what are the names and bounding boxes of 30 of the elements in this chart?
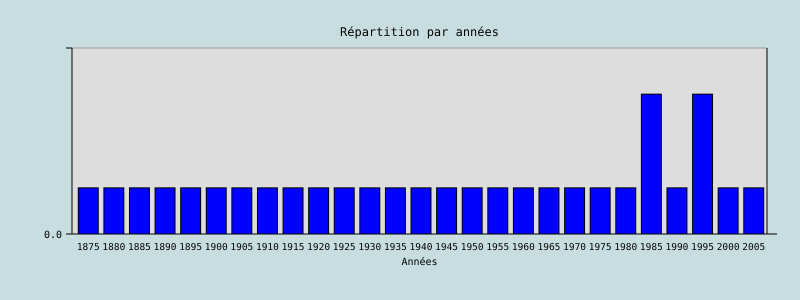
x-tick-label: 1895	[179, 242, 202, 253]
x-tick-label: 1970	[563, 242, 586, 253]
x-tick-label: 1945	[435, 242, 458, 253]
x-tick-label: 1905	[230, 242, 254, 253]
x-tick-label: 1910	[256, 242, 280, 253]
x-tick-label: 1935	[384, 242, 407, 253]
x-tick-label: 1955	[486, 242, 510, 253]
x-tick-label: 1875	[76, 242, 100, 253]
x-tick-label: 1900	[204, 242, 228, 253]
x-tick-label: 1885	[128, 242, 151, 253]
x-tick-label: 1990	[666, 242, 689, 253]
x-tick-label: 1980	[614, 242, 638, 253]
x-tick-label: 1915	[282, 242, 304, 253]
x-tick-label: 1965	[538, 242, 560, 253]
x-axis-title: Années	[401, 257, 438, 268]
x-tick-label: 1920	[307, 242, 330, 253]
x-tick-label: 1995	[691, 242, 714, 253]
text: 0.0	[44, 230, 62, 241]
x-tick-label: 1930	[358, 242, 382, 253]
x-tick-label: 2005	[742, 242, 766, 253]
x-tick-label: 1940	[410, 242, 433, 253]
chart-title: Répartition par années	[340, 25, 499, 39]
x-tick-label: 2000	[716, 242, 740, 253]
x-tick-label: 1985	[640, 242, 663, 253]
x-tick-label: 1975	[588, 242, 612, 253]
x-tick-label: 1960	[512, 242, 536, 253]
x-tick-label: 1950	[460, 242, 484, 253]
x-tick-label: 1925	[332, 242, 356, 253]
x-tick-label: 1880	[102, 242, 126, 253]
x-tick-label: 1890	[154, 242, 177, 253]
